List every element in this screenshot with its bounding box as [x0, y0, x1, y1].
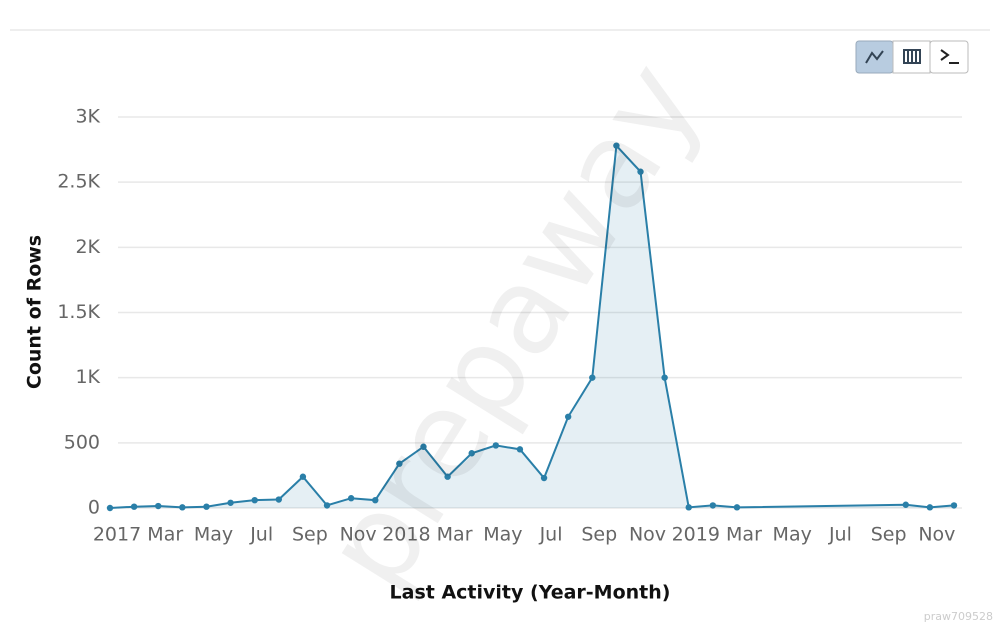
x-tick-label: May	[194, 524, 233, 546]
point	[564, 413, 572, 420]
x-tick-label: Sep	[581, 524, 617, 546]
y-tick-label: 2.5K	[57, 171, 100, 193]
x-tick-label: Mar	[726, 524, 762, 546]
toolbar	[855, 40, 969, 74]
point	[155, 502, 162, 510]
y-tick-label: 500	[64, 431, 100, 453]
point	[420, 443, 427, 450]
x-tick-label: May	[483, 524, 522, 546]
x-tick-label: 2018	[382, 524, 430, 546]
y-tick-label: 2K	[75, 236, 100, 258]
point	[661, 374, 668, 381]
point	[444, 473, 451, 480]
point	[130, 503, 138, 510]
point	[613, 142, 620, 149]
x-tick-label: 2019	[672, 524, 720, 546]
x-tick-label: May	[773, 524, 812, 546]
point	[372, 496, 379, 504]
x-tick-label: Jul	[249, 524, 273, 546]
y-tick-label: 3K	[75, 106, 100, 128]
x-axis-title: Last Activity (Year-Month)	[390, 582, 671, 604]
x-tick-label: Jul	[539, 524, 563, 546]
point	[299, 473, 307, 480]
point	[275, 496, 282, 503]
point	[323, 502, 331, 509]
x-tick-label: Sep	[292, 524, 328, 546]
x-tick-label: Sep	[871, 524, 907, 546]
footer-id: praw709528	[924, 610, 993, 623]
point	[347, 495, 355, 502]
y-tick-label: 1.5K	[57, 301, 100, 323]
y-tick-label: 1K	[75, 366, 100, 388]
x-tick-label: 2017	[93, 524, 141, 546]
point	[709, 502, 717, 509]
point	[468, 450, 475, 457]
x-tick-label: Nov	[340, 524, 377, 546]
point	[106, 504, 114, 512]
x-tick-label: Nov	[918, 524, 955, 546]
point	[227, 499, 234, 506]
y-axis-title: Count of Rows	[24, 235, 46, 389]
x-tick-label: Jul	[828, 524, 852, 546]
table-icon	[903, 49, 921, 64]
point	[589, 374, 596, 381]
point	[926, 504, 934, 511]
chart-icon	[865, 50, 884, 64]
x-tick-label: Mar	[147, 524, 183, 546]
code-icon	[940, 49, 959, 64]
x-tick-label: Nov	[629, 524, 666, 546]
point	[733, 504, 741, 511]
code-view-button[interactable]	[929, 40, 969, 74]
point	[637, 168, 644, 175]
point	[902, 501, 909, 508]
point	[516, 446, 524, 453]
point	[492, 442, 500, 449]
line	[109, 143, 955, 509]
point	[179, 504, 186, 511]
point	[396, 460, 403, 467]
x-tick-label: Mar	[437, 524, 473, 546]
point	[540, 474, 548, 482]
point	[685, 504, 692, 511]
point	[251, 496, 258, 504]
point	[203, 503, 210, 510]
point	[950, 502, 958, 509]
y-tick-label: 0	[88, 497, 100, 519]
